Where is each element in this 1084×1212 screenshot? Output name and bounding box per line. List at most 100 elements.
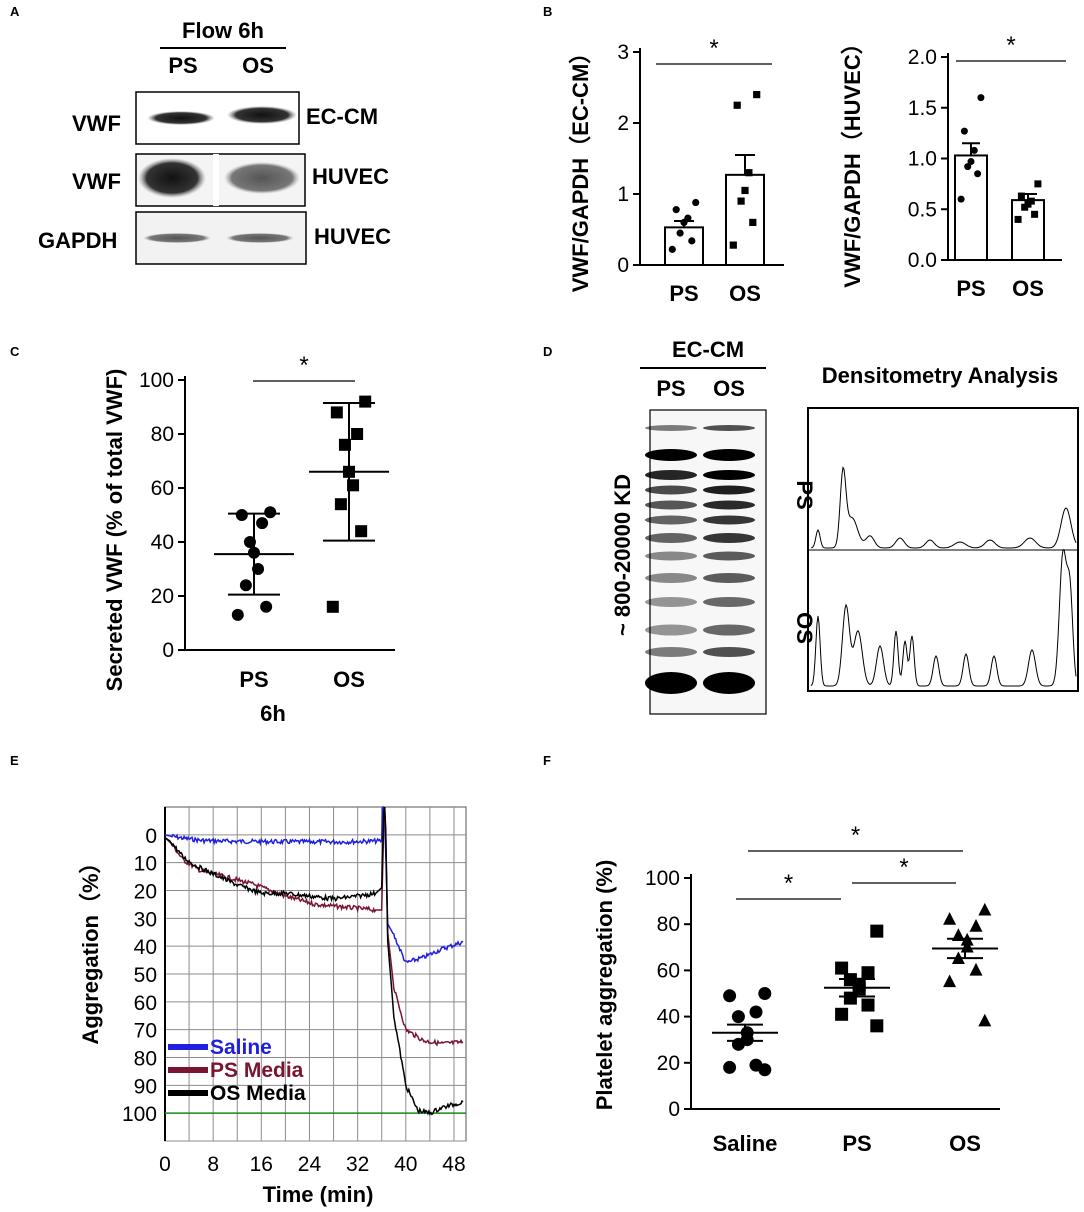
y-tick-label: 40 — [657, 1006, 680, 1029]
x-tick-label: 48 — [442, 1153, 465, 1176]
data-point — [688, 237, 696, 245]
gel-lane-os: OS — [713, 376, 745, 401]
y-tick-label: 30 — [134, 908, 157, 931]
data-point — [1017, 192, 1025, 200]
y-tick-label: 0 — [162, 639, 174, 662]
data-point — [758, 1063, 772, 1077]
f-ylabel: Platelet aggregation (%) — [592, 860, 617, 1111]
data-point — [351, 428, 364, 440]
data-point — [1021, 203, 1029, 211]
gel-band — [703, 470, 755, 480]
gel-band — [703, 425, 755, 431]
y-tick-label: 60 — [134, 992, 157, 1015]
y-tick-label: 2 — [617, 112, 629, 135]
gel-band — [703, 500, 755, 510]
data-point — [1014, 215, 1022, 223]
blot1-band-os — [227, 106, 297, 124]
y-tick-label: 0.5 — [908, 198, 937, 221]
data-point — [745, 169, 753, 177]
chart-e: Aggregation（%） Time (min) 0 10 20 30 40 50 60 7… — [78, 806, 467, 1207]
gel-band — [645, 485, 697, 495]
gel-band — [645, 672, 697, 694]
data-point — [680, 218, 688, 226]
data-point — [239, 579, 252, 592]
panel-letter-d: D — [543, 344, 552, 359]
panel-letter-c: C — [10, 344, 20, 359]
gel-band — [645, 533, 697, 543]
data-point — [243, 536, 256, 548]
data-point — [943, 974, 957, 988]
gel-band — [703, 647, 755, 657]
significance-star: * — [299, 352, 308, 379]
data-point — [723, 989, 737, 1003]
significance-star: * — [784, 870, 793, 897]
data-point — [978, 902, 992, 916]
significance-star: * — [709, 35, 718, 62]
y-tick-label: 20 — [134, 881, 157, 904]
x-category-label: OS — [949, 1131, 981, 1156]
data-point — [1034, 180, 1042, 188]
gel-band — [645, 470, 697, 480]
b1-ylabel: VWF/GAPDH（EC-CM） — [568, 42, 593, 293]
blot2-band-os — [224, 162, 300, 194]
data-point — [668, 245, 676, 253]
y-tick-label: 0 — [145, 825, 157, 848]
data-point — [970, 146, 978, 154]
data-point — [960, 127, 968, 135]
data-point — [835, 961, 849, 975]
x-tick-label: 0 — [159, 1153, 171, 1176]
b2-ylabel: VWF/GAPDH（HUVEC） — [840, 32, 865, 287]
gel-band — [645, 425, 697, 431]
e-ylabel: Aggregation（%） — [78, 851, 103, 1044]
gel-band — [645, 597, 697, 607]
data-point — [347, 479, 360, 492]
data-point — [1031, 210, 1039, 218]
y-tick-label: 0 — [617, 254, 629, 277]
panel-letter-f: F — [543, 753, 551, 768]
data-point — [260, 600, 273, 613]
flow-header: Flow 6h — [182, 18, 264, 43]
trace-label-os: OS — [792, 612, 817, 644]
chart-c: Secreted VWF (% of total VWF) 6h 0 20 40 60… — [102, 352, 395, 726]
densitometry-title: Densitometry Analysis — [822, 363, 1058, 388]
data-point — [870, 1019, 884, 1033]
data-point — [248, 546, 260, 559]
data-point — [861, 966, 875, 980]
panel-d: D EC-CM PS OS ~ 800-20000 KD Densitometr… — [543, 337, 1079, 715]
y-tick-label: 90 — [134, 1075, 157, 1098]
data-point — [326, 600, 339, 613]
data-point — [969, 962, 983, 976]
y-tick-label: 3 — [617, 41, 629, 64]
gel-band — [703, 573, 755, 583]
gel-header: EC-CM — [672, 337, 744, 362]
data-point — [334, 498, 347, 511]
data-point — [749, 218, 757, 226]
data-point — [264, 506, 277, 519]
data-point — [737, 197, 745, 205]
gel-band — [645, 449, 697, 461]
legend-label: OS Media — [210, 1082, 306, 1105]
y-tick-label: 10 — [134, 853, 157, 876]
densitometry-trace-ps — [810, 465, 1077, 549]
data-point — [252, 563, 265, 575]
data-point — [977, 94, 985, 102]
c-xlabel: 6h — [260, 701, 286, 726]
lane-label-ps: PS — [168, 53, 197, 78]
data-point — [758, 987, 772, 1000]
data-point — [741, 186, 749, 195]
gel-band — [645, 647, 697, 657]
significance-star: * — [899, 854, 908, 881]
x-category-label: PS — [842, 1131, 871, 1156]
gel-bands — [645, 425, 755, 694]
y-tick-label: 40 — [151, 531, 174, 554]
significance-star: * — [851, 822, 860, 849]
data-point — [960, 939, 974, 953]
gel-lane-ps: PS — [656, 376, 685, 401]
data-point — [978, 1013, 992, 1027]
y-tick-label: 0 — [668, 1098, 680, 1121]
y-tick-label: 0.0 — [908, 249, 937, 272]
y-tick-label: 80 — [151, 423, 174, 446]
panel-letter-a: A — [10, 4, 20, 19]
gel-band — [703, 449, 755, 461]
data-point — [861, 998, 875, 1012]
